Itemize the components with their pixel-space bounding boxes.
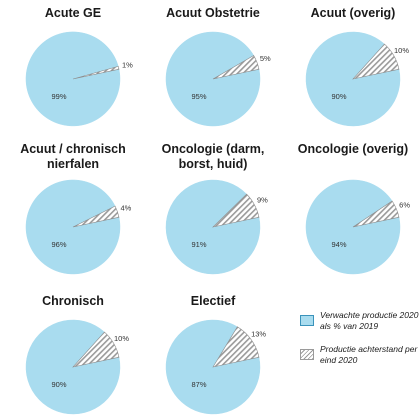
legend-item-backlog: Productie achterstand per eind 2020 <box>300 344 418 378</box>
pie-label-expected: 91% <box>191 240 206 249</box>
pie-slice-backlog <box>352 43 400 80</box>
pie-label-expected: 95% <box>191 92 206 101</box>
pie-label-backlog: 1% <box>122 61 133 70</box>
pie-slice-backlog <box>212 55 260 80</box>
pie-chart: 87% 13% <box>165 319 266 415</box>
pie-chart: 99% 1% <box>25 31 133 127</box>
pie-label-backlog: 13% <box>251 330 266 339</box>
pie-label-backlog: 6% <box>399 200 410 209</box>
pie-label-backlog: 10% <box>394 46 409 55</box>
pie-chart: 91% 9% <box>165 179 268 275</box>
pie-chart: 94% 6% <box>305 179 410 275</box>
pie-chart: 90% 10% <box>305 31 409 127</box>
pie-chart: 96% 4% <box>25 179 132 275</box>
pie-chart: 95% 5% <box>165 31 271 127</box>
pie-slice-backlog <box>72 331 120 368</box>
pie-slice-backlog <box>212 326 260 368</box>
legend-swatch-hatched <box>300 349 314 360</box>
pie-label-backlog: 4% <box>120 204 131 213</box>
pie-slice-backlog <box>352 200 400 228</box>
legend-label-expected: Verwachte productie 2020 als % van 2019 <box>320 310 419 331</box>
pie-label-expected: 90% <box>331 92 346 101</box>
chart-title: Acute GE <box>44 6 102 20</box>
chart-title: Acuut (overig) <box>310 6 396 20</box>
pie-slice-expected <box>25 31 121 127</box>
pie-label-expected: 94% <box>331 240 346 249</box>
pie-label-expected: 96% <box>51 240 66 249</box>
chart-title: Electief <box>190 294 236 308</box>
pie-label-backlog: 5% <box>260 54 271 63</box>
chart-title: Acuut Obstetrie <box>166 6 260 20</box>
pie-slice-backlog <box>212 193 260 228</box>
pie-label-expected: 90% <box>51 380 66 389</box>
chart-title: Chronisch <box>42 294 104 308</box>
chart-title: Oncologie (overig) <box>297 142 409 156</box>
pie-chart: 90% 10% <box>25 319 129 415</box>
chart-title: Acuut / chronisch nierfalen <box>20 142 126 171</box>
pie-label-backlog: 9% <box>257 196 268 205</box>
pie-slice-backlog <box>72 65 120 80</box>
pie-label-expected: 87% <box>191 380 206 389</box>
pie-label-expected: 99% <box>51 92 66 101</box>
legend-label-backlog: Productie achterstand per eind 2020 <box>320 344 418 365</box>
pie-label-backlog: 10% <box>114 334 129 343</box>
legend: Verwachte productie 2020 als % van 2019 … <box>300 310 418 378</box>
legend-item-expected: Verwachte productie 2020 als % van 2019 <box>300 310 418 344</box>
legend-swatch-solid <box>300 315 314 326</box>
pie-slice-backlog <box>72 205 120 228</box>
chart-title: Oncologie (darm, borst, huid) <box>161 142 265 171</box>
